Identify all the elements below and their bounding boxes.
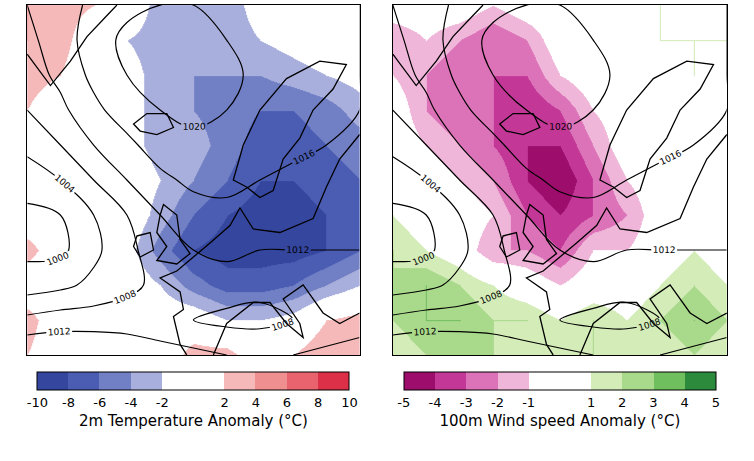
- svg-text:-2: -2: [491, 395, 504, 410]
- svg-text:2: 2: [220, 395, 228, 410]
- svg-text:1016: 1016: [658, 148, 683, 167]
- svg-text:5: 5: [712, 395, 720, 410]
- svg-text:1008: 1008: [270, 316, 295, 333]
- svg-text:2: 2: [618, 395, 626, 410]
- svg-text:1012: 1012: [47, 326, 70, 337]
- svg-text:-4: -4: [125, 395, 138, 410]
- svg-text:1004: 1004: [419, 173, 443, 196]
- svg-text:1008: 1008: [479, 288, 504, 306]
- svg-text:-6: -6: [93, 395, 106, 410]
- svg-text:6: 6: [283, 395, 291, 410]
- svg-text:3: 3: [649, 395, 657, 410]
- svg-text:1008: 1008: [113, 288, 138, 306]
- svg-text:1020: 1020: [549, 121, 572, 131]
- svg-text:-3: -3: [460, 395, 473, 410]
- svg-text:1012: 1012: [653, 245, 676, 255]
- svg-text:2m Temperature Anomaly (°C): 2m Temperature Anomaly (°C): [79, 412, 308, 430]
- svg-text:-8: -8: [62, 395, 75, 410]
- svg-text:10: 10: [341, 395, 358, 410]
- svg-text:4: 4: [681, 395, 689, 410]
- svg-text:-2: -2: [156, 395, 169, 410]
- svg-text:-5: -5: [397, 395, 410, 410]
- svg-text:-10: -10: [27, 395, 48, 410]
- svg-text:1000: 1000: [411, 250, 436, 268]
- svg-text:1012: 1012: [413, 326, 436, 337]
- svg-text:1004: 1004: [53, 173, 77, 196]
- svg-text:1012: 1012: [286, 245, 309, 255]
- svg-text:-4: -4: [429, 395, 442, 410]
- svg-text:4: 4: [252, 395, 260, 410]
- svg-text:1000: 1000: [45, 250, 70, 268]
- svg-text:1008: 1008: [637, 316, 662, 333]
- svg-text:100m Wind speed Anomaly (°C): 100m Wind speed Anomaly (°C): [439, 412, 680, 430]
- svg-text:-1: -1: [522, 395, 535, 410]
- svg-text:8: 8: [314, 395, 322, 410]
- svg-text:1016: 1016: [292, 148, 317, 167]
- svg-text:1: 1: [587, 395, 595, 410]
- svg-text:1020: 1020: [183, 121, 206, 131]
